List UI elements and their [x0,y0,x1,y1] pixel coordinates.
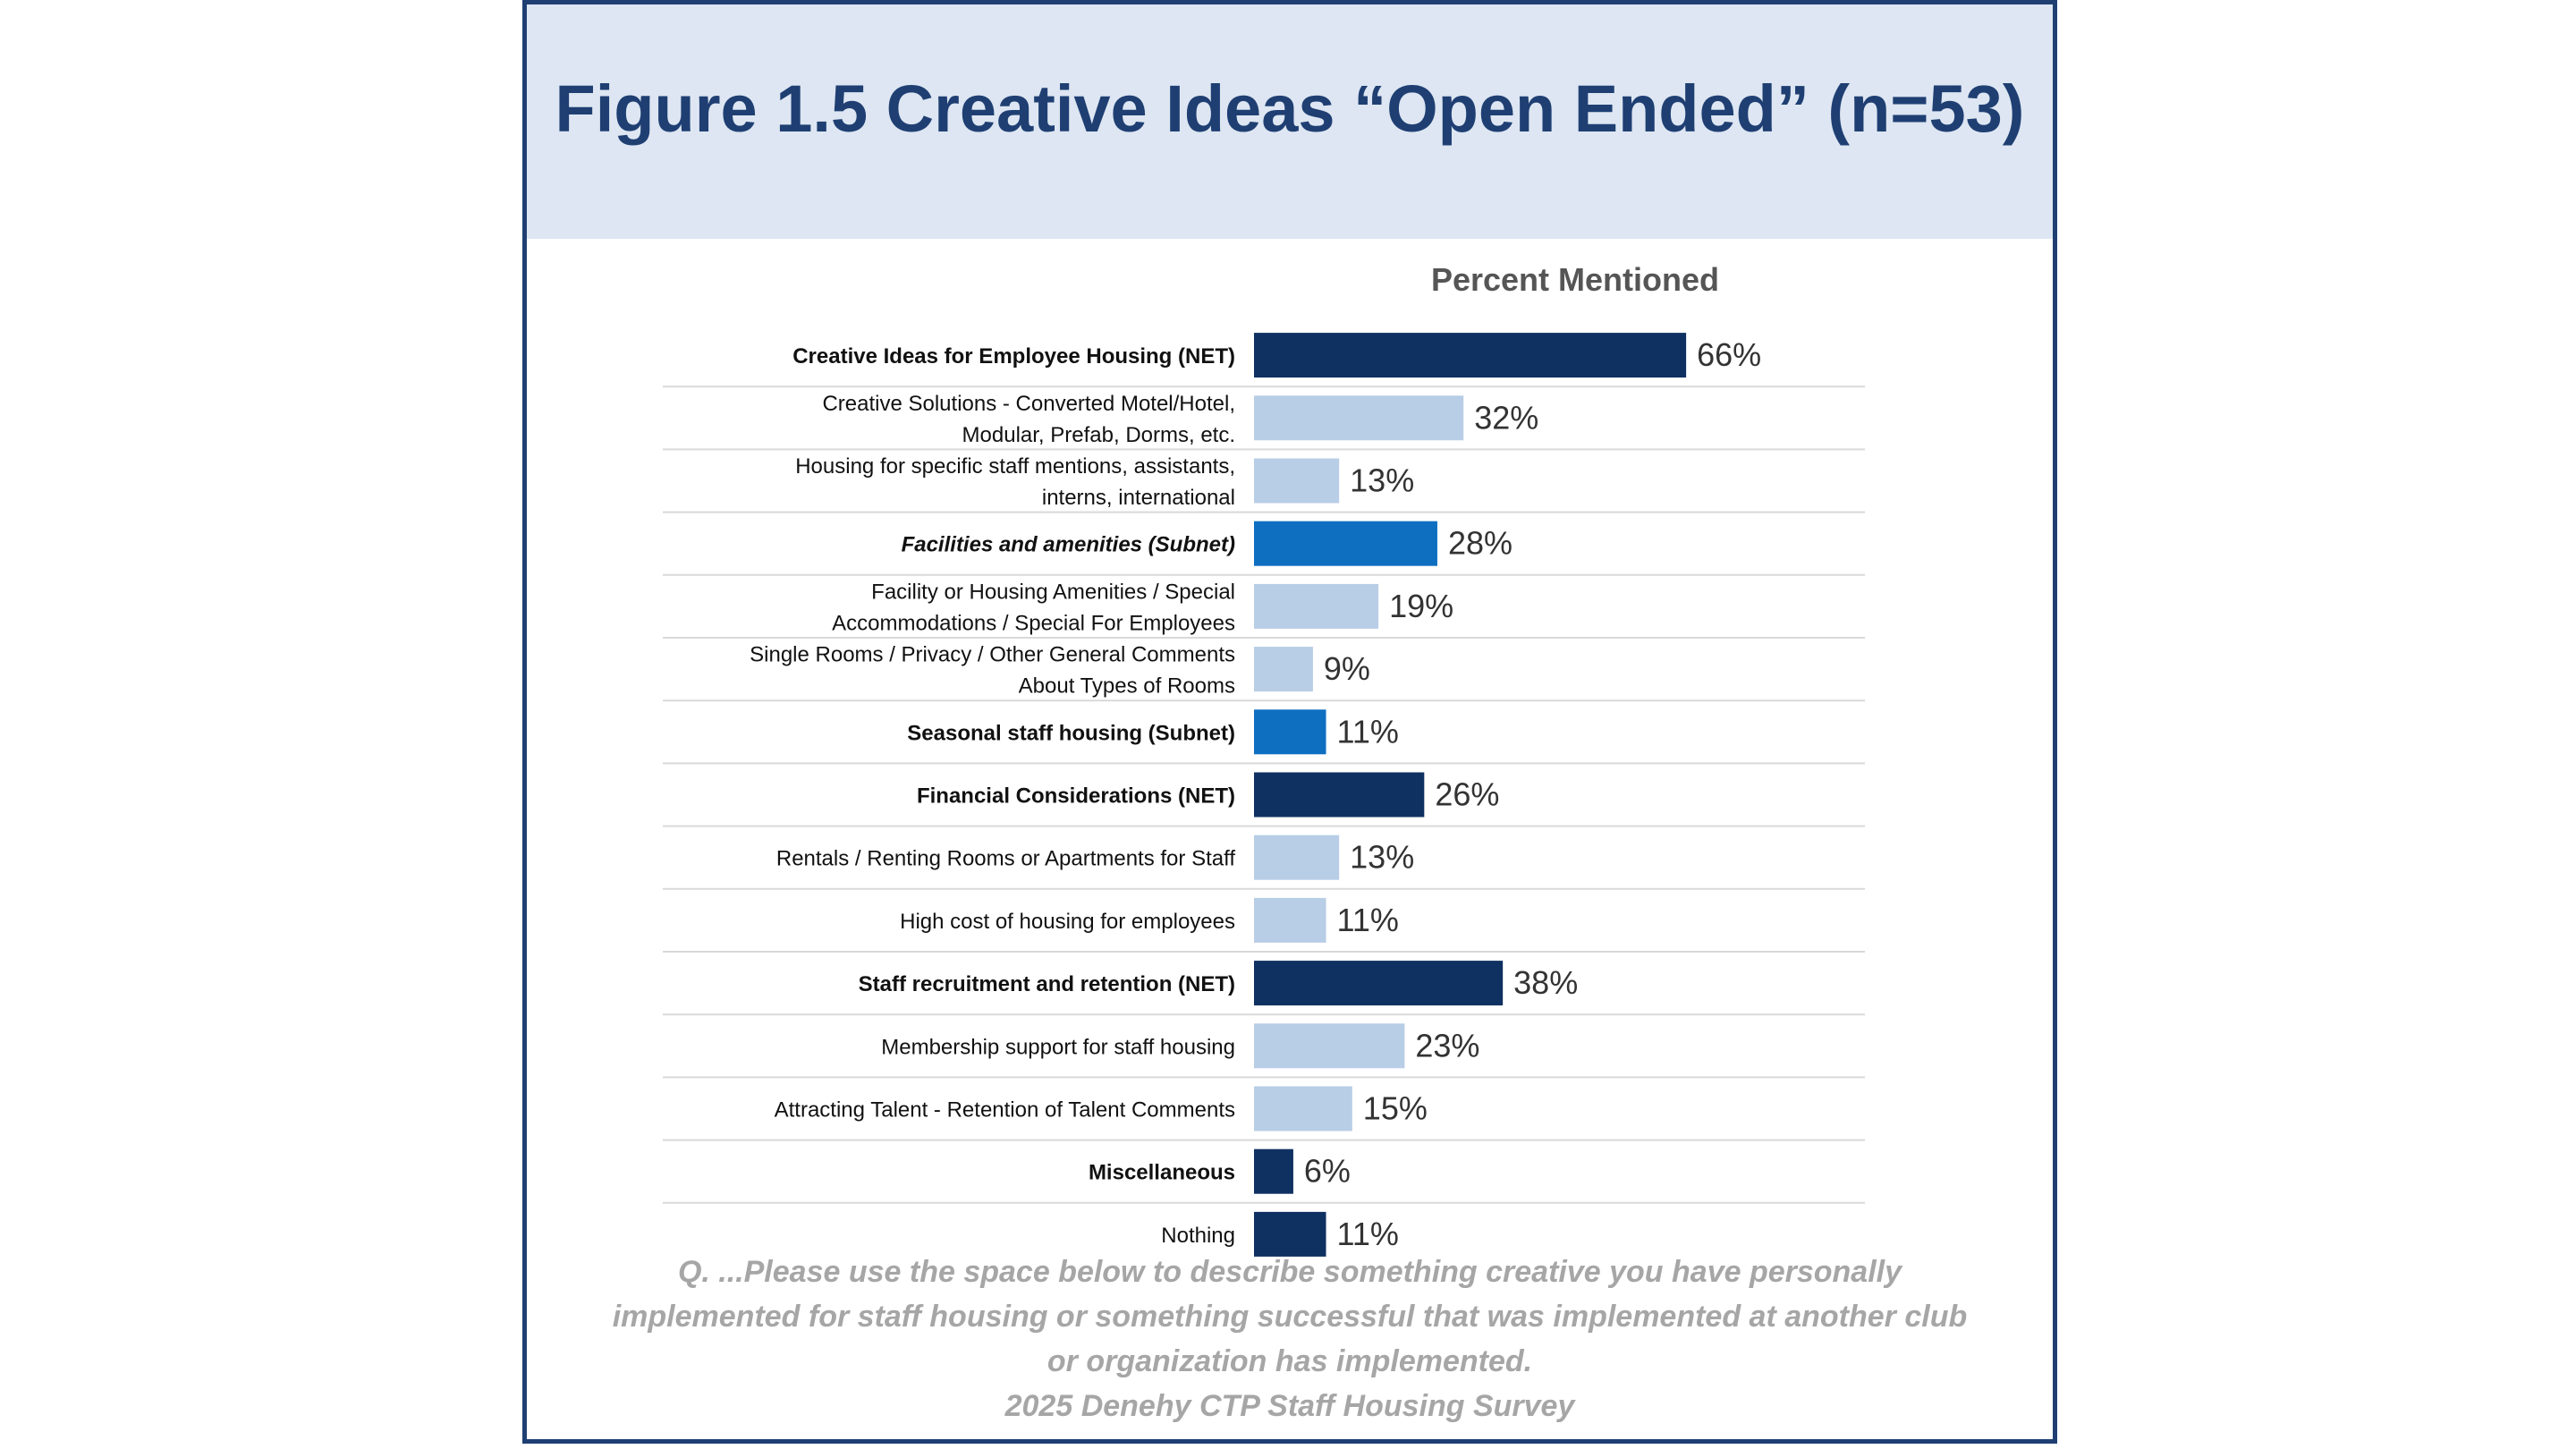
bar [1254,458,1340,504]
footnote-source: 2025 Denehy CTP Staff Housing Survey [1004,1389,1575,1423]
category-label: Financial Considerations (NET) [917,784,1235,809]
bar-chart: Percent Mentioned Creative Ideas for Emp… [663,261,1865,1257]
value-label: 6% [1304,1153,1351,1190]
category-label-line: Facility or Housing Amenities / Special [871,580,1235,604]
category-label: Membership support for staff housing [881,1035,1235,1059]
category-label: Facilities and amenities (Subnet) [902,533,1235,557]
category-label: Nothing [1161,1224,1235,1248]
bar [1254,961,1504,1006]
footnote-line: or organization has implemented. [1046,1344,1533,1378]
category-label-line: Creative Solutions - Converted Motel/Hot… [822,392,1235,416]
category-label: High cost of housing for employees [900,910,1235,934]
value-label: 26% [1435,776,1499,813]
category-label-line: Financial Considerations (NET) [917,784,1235,809]
chart-title: Percent Mentioned [1431,261,1719,298]
bar [1254,583,1379,629]
footnote-line: implemented for staff housing or somethi… [612,1300,1968,1334]
value-label: 11% [1337,1216,1399,1252]
value-label: 13% [1350,839,1414,876]
value-label: 66% [1697,336,1761,373]
category-label: Creative Ideas for Employee Housing (NET… [792,344,1235,369]
chart-rows: Creative Ideas for Employee Housing (NET… [663,333,1865,1257]
bar [1254,333,1687,378]
category-label-line: Single Rooms / Privacy / Other General C… [750,643,1235,667]
bar [1254,835,1340,880]
value-label: 28% [1448,525,1513,562]
category-label: Staff recruitment and retention (NET) [859,972,1235,996]
category-label: Seasonal staff housing (Subnet) [907,721,1235,745]
bar [1254,395,1464,441]
value-label: 13% [1350,462,1414,499]
value-label: 9% [1324,650,1370,687]
category-label: Attracting Talent - Retention of Talent … [775,1098,1235,1123]
category-label-line: Attracting Talent - Retention of Talent … [775,1098,1235,1123]
category-label-line: Housing for specific staff mentions, ass… [795,454,1235,479]
bar [1254,772,1425,818]
category-label: Single Rooms / Privacy / Other General C… [750,643,1235,699]
title-banner: Figure 1.5 Creative Ideas “Open Ended” (… [527,4,2053,239]
category-label-line: Accommodations / Special For Employees [832,611,1235,635]
bar [1254,1211,1326,1257]
category-label-line: Membership support for staff housing [881,1035,1235,1059]
bar [1254,1023,1405,1069]
category-label-line: About Types of Rooms [1019,674,1235,699]
category-label: Miscellaneous [1089,1161,1235,1185]
bar [1254,897,1326,943]
category-label-line: Miscellaneous [1089,1161,1235,1185]
value-label: 23% [1415,1027,1479,1063]
category-label-line: Modular, Prefab, Dorms, etc. [962,423,1235,447]
category-label-line: Facilities and amenities (Subnet) [902,533,1235,557]
value-label: 11% [1337,713,1399,750]
category-label: Rentals / Renting Rooms or Apartments fo… [776,847,1235,871]
bar [1254,709,1326,755]
category-label-line: Staff recruitment and retention (NET) [859,972,1235,996]
value-label: 11% [1337,902,1399,938]
footnote-line: Q. ...Please use the space below to desc… [677,1255,1902,1289]
bar [1254,1086,1352,1131]
figure-frame: Figure 1.5 Creative Ideas “Open Ended” (… [522,0,2057,1444]
figure-title: Figure 1.5 Creative Ideas “Open Ended” (… [555,72,2025,146]
bar [1254,521,1437,566]
value-label: 38% [1513,964,1578,1001]
category-label-line: Seasonal staff housing (Subnet) [907,721,1235,745]
category-label-line: High cost of housing for employees [900,910,1235,934]
value-label: 19% [1389,588,1453,624]
value-label: 15% [1363,1090,1428,1127]
category-label-line: Nothing [1161,1224,1235,1248]
value-label: 32% [1474,399,1538,436]
category-label-line: Rentals / Renting Rooms or Apartments fo… [776,847,1235,871]
category-label-line: Creative Ideas for Employee Housing (NET… [792,344,1235,369]
category-label-line: interns, international [1042,486,1235,510]
footnote: Q. ...Please use the space below to desc… [527,1250,2053,1428]
category-label: Facility or Housing Amenities / Special A… [832,580,1235,635]
category-label: Creative Solutions - Converted Motel/Hot… [822,392,1235,447]
category-label: Housing for specific staff mentions, ass… [795,454,1235,510]
bar [1254,647,1313,692]
bar [1254,1148,1293,1194]
